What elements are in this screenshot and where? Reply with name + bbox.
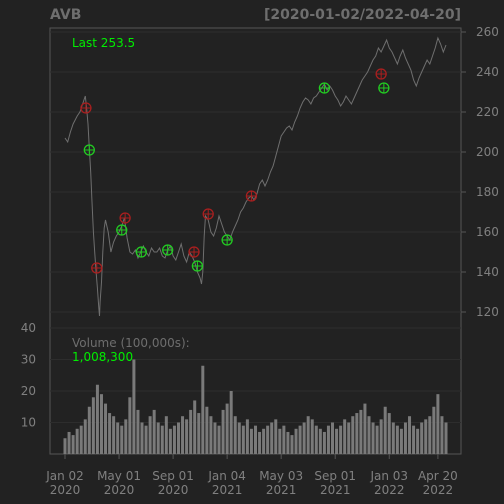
sell-signal-marker <box>245 190 258 202</box>
x-tick-year: 2020 <box>50 483 81 497</box>
x-tick-year: 2021 <box>212 483 243 497</box>
volume-panel: 10 20 30 40 Volume (100,000s): 1,008,300 <box>21 321 462 455</box>
sell-signal-marker <box>188 246 200 258</box>
buy-signal-marker <box>83 144 95 156</box>
buy-signal-marker <box>221 234 233 246</box>
x-tick-label: Jan 04 <box>207 469 246 483</box>
price-tick-label: 120 <box>476 305 499 319</box>
price-tick-label: 240 <box>476 65 499 79</box>
price-axis: 120 140 160 180 200 220 240 260 <box>461 25 499 319</box>
date-range-label: [2020-01-02/2022-04-20] <box>264 7 461 23</box>
price-tick-label: 180 <box>476 185 499 199</box>
buy-signal-marker <box>318 82 331 94</box>
volume-bars <box>63 359 448 454</box>
price-panel-frame <box>49 27 462 329</box>
volume-axis: 10 20 30 40 <box>21 321 36 430</box>
sell-signal-marker <box>119 212 131 224</box>
price-tick-label: 220 <box>476 105 499 119</box>
x-tick-year: 2020 <box>104 483 135 497</box>
chart-title: AVB <box>50 7 81 23</box>
x-tick-label: Apr 20 <box>418 469 458 483</box>
x-tick-year: 2020 <box>158 483 189 497</box>
x-tick-year: 2022 <box>374 483 405 497</box>
sell-signal-marker <box>91 262 103 274</box>
last-price-label: Last 253.5 <box>72 36 135 50</box>
volume-tick-label: 20 <box>21 384 36 398</box>
volume-title: Volume (100,000s): <box>72 336 190 350</box>
x-tick-label: May 03 <box>259 469 303 483</box>
price-grid <box>50 31 461 313</box>
price-tick-label: 160 <box>476 225 499 239</box>
sell-signal-marker <box>80 102 92 114</box>
x-tick-label: May 01 <box>97 469 141 483</box>
x-tick-label: Jan 02 <box>45 469 84 483</box>
price-tick-label: 260 <box>476 25 499 39</box>
price-panel: 120 140 160 180 200 220 240 260 Last 253.5 <box>49 25 499 329</box>
buy-signal-marker <box>162 244 174 256</box>
buy-signal-marker <box>378 82 390 94</box>
x-tick-label: Jan 03 <box>369 469 408 483</box>
x-tick-label: Sep 01 <box>314 469 356 483</box>
trade-signals <box>80 68 390 274</box>
buy-signal-marker <box>191 260 204 272</box>
volume-tick-label: 10 <box>21 416 36 430</box>
x-tick-year: 2021 <box>266 483 297 497</box>
price-line <box>64 36 447 317</box>
price-tick-label: 200 <box>476 145 499 159</box>
x-tick-year: 2021 <box>320 483 351 497</box>
sell-signal-marker <box>375 68 387 80</box>
sell-signal-marker <box>202 208 214 220</box>
volume-tick-label: 40 <box>21 321 36 335</box>
volume-last-value: 1,008,300 <box>72 350 133 364</box>
buy-signal-marker <box>116 224 128 236</box>
x-tick-year: 2022 <box>423 483 454 497</box>
x-tick-label: Sep 01 <box>152 469 194 483</box>
price-tick-label: 140 <box>476 265 499 279</box>
volume-tick-label: 30 <box>21 353 36 367</box>
buy-signal-marker <box>135 246 147 258</box>
